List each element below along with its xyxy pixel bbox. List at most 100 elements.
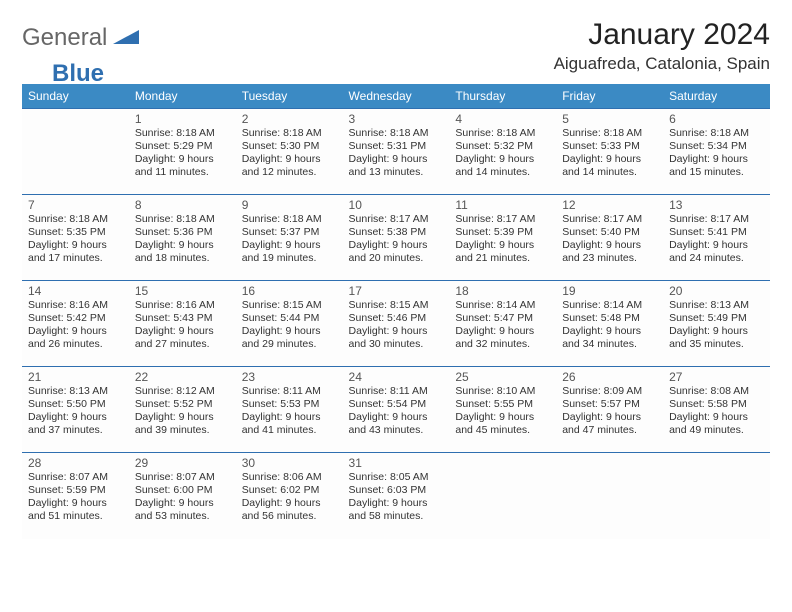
day-header-row: SundayMondayTuesdayWednesdayThursdayFrid… bbox=[22, 84, 770, 109]
day-number: 7 bbox=[28, 198, 123, 212]
sunset-text: Sunset: 5:57 PM bbox=[562, 398, 657, 411]
day-cell-13: 13Sunrise: 8:17 AMSunset: 5:41 PMDayligh… bbox=[663, 195, 770, 281]
sunset-text: Sunset: 5:50 PM bbox=[28, 398, 123, 411]
sunset-text: Sunset: 5:53 PM bbox=[242, 398, 337, 411]
daylight-text-2: and 45 minutes. bbox=[455, 424, 550, 437]
calendar-row: 28Sunrise: 8:07 AMSunset: 5:59 PM Dayligh… bbox=[22, 453, 770, 539]
daylight-text-2: and 12 minutes. bbox=[242, 166, 337, 179]
empty-cell bbox=[449, 453, 556, 539]
daylight-text-2: and 14 minutes. bbox=[562, 166, 657, 179]
day-cell-12: 12Sunrise: 8:17 AMSunset: 5:40 PMDayligh… bbox=[556, 195, 663, 281]
sunrise-text: Sunrise: 8:14 AM bbox=[562, 299, 657, 312]
daylight-text-2: and 58 minutes. bbox=[349, 510, 444, 523]
sunset-text: Sunset: 5:54 PM bbox=[349, 398, 444, 411]
daylight-text-2: and 47 minutes. bbox=[562, 424, 657, 437]
day-number: 11 bbox=[455, 198, 550, 212]
calendar-table: SundayMondayTuesdayWednesdayThursdayFrid… bbox=[22, 84, 770, 539]
day-number: 28 bbox=[28, 456, 123, 470]
sunrise-text: Sunrise: 8:18 AM bbox=[455, 127, 550, 140]
title-block: January 2024 Aiguafreda, Catalonia, Spai… bbox=[554, 18, 770, 74]
logo-text-general: General bbox=[22, 24, 107, 52]
day-cell-4: 4Sunrise: 8:18 AMSunset: 5:32 PMDaylight… bbox=[449, 109, 556, 195]
sunset-text: Sunset: 5:52 PM bbox=[135, 398, 230, 411]
day-header-saturday: Saturday bbox=[663, 84, 770, 109]
empty-cell bbox=[22, 109, 129, 195]
sunrise-text: Sunrise: 8:12 AM bbox=[135, 385, 230, 398]
sunset-text: Sunset: 5:30 PM bbox=[242, 140, 337, 153]
sunset-text: Sunset: 5:34 PM bbox=[669, 140, 764, 153]
daylight-text-1: Daylight: 9 hours bbox=[135, 153, 230, 166]
sunrise-text: Sunrise: 8:18 AM bbox=[242, 213, 337, 226]
day-number: 22 bbox=[135, 370, 230, 384]
daylight-text-2: and 14 minutes. bbox=[455, 166, 550, 179]
day-cell-20: 20Sunrise: 8:13 AMSunset: 5:49 PMDayligh… bbox=[663, 281, 770, 367]
day-number: 18 bbox=[455, 284, 550, 298]
day-cell-24: 24Sunrise: 8:11 AMSunset: 5:54 PMDayligh… bbox=[343, 367, 450, 453]
day-number: 9 bbox=[242, 198, 337, 212]
day-number: 25 bbox=[455, 370, 550, 384]
daylight-text-1: Daylight: 9 hours bbox=[349, 497, 444, 510]
sunrise-text: Sunrise: 8:18 AM bbox=[28, 213, 123, 226]
sunrise-text: Sunrise: 8:10 AM bbox=[455, 385, 550, 398]
empty-cell bbox=[556, 453, 663, 539]
daylight-text-1: Daylight: 9 hours bbox=[669, 325, 764, 338]
sunset-text: Sunset: 5:43 PM bbox=[135, 312, 230, 325]
logo-triangle-icon bbox=[113, 27, 139, 50]
day-cell-8: 8Sunrise: 8:18 AMSunset: 5:36 PMDaylight… bbox=[129, 195, 236, 281]
daylight-text-1: Daylight: 9 hours bbox=[135, 411, 230, 424]
sunrise-text: Sunrise: 8:17 AM bbox=[349, 213, 444, 226]
day-cell-19: 19Sunrise: 8:14 AMSunset: 5:48 PMDayligh… bbox=[556, 281, 663, 367]
day-cell-1: 1Sunrise: 8:18 AMSunset: 5:29 PMDaylight… bbox=[129, 109, 236, 195]
header: General January 2024 Aiguafreda, Catalon… bbox=[22, 18, 770, 74]
day-number: 30 bbox=[242, 456, 337, 470]
day-cell-17: 17Sunrise: 8:15 AMSunset: 5:46 PMDayligh… bbox=[343, 281, 450, 367]
day-cell-10: 10Sunrise: 8:17 AMSunset: 5:38 PMDayligh… bbox=[343, 195, 450, 281]
day-number: 17 bbox=[349, 284, 444, 298]
daylight-text-2: and 23 minutes. bbox=[562, 252, 657, 265]
sunset-text: Sunset: 5:59 PM bbox=[28, 484, 123, 497]
logo-text-blue: Blue bbox=[52, 60, 104, 88]
daylight-text-2: and 30 minutes. bbox=[349, 338, 444, 351]
day-number: 15 bbox=[135, 284, 230, 298]
day-number: 8 bbox=[135, 198, 230, 212]
day-number: 16 bbox=[242, 284, 337, 298]
day-cell-2: 2Sunrise: 8:18 AMSunset: 5:30 PMDaylight… bbox=[236, 109, 343, 195]
sunrise-text: Sunrise: 8:05 AM bbox=[349, 471, 444, 484]
sunrise-text: Sunrise: 8:15 AM bbox=[349, 299, 444, 312]
sunset-text: Sunset: 5:49 PM bbox=[669, 312, 764, 325]
daylight-text-1: Daylight: 9 hours bbox=[562, 153, 657, 166]
calendar-body: 1Sunrise: 8:18 AMSunset: 5:29 PMDaylight… bbox=[22, 109, 770, 539]
daylight-text-1: Daylight: 9 hours bbox=[562, 325, 657, 338]
sunrise-text: Sunrise: 8:13 AM bbox=[28, 385, 123, 398]
day-cell-5: 5Sunrise: 8:18 AMSunset: 5:33 PMDaylight… bbox=[556, 109, 663, 195]
daylight-text-2: and 35 minutes. bbox=[669, 338, 764, 351]
sunset-text: Sunset: 5:46 PM bbox=[349, 312, 444, 325]
daylight-text-1: Daylight: 9 hours bbox=[669, 153, 764, 166]
sunset-text: Sunset: 6:03 PM bbox=[349, 484, 444, 497]
sunrise-text: Sunrise: 8:07 AM bbox=[28, 471, 123, 484]
day-number: 13 bbox=[669, 198, 764, 212]
day-cell-9: 9Sunrise: 8:18 AMSunset: 5:37 PMDaylight… bbox=[236, 195, 343, 281]
day-cell-23: 23Sunrise: 8:11 AMSunset: 5:53 PMDayligh… bbox=[236, 367, 343, 453]
day-number: 24 bbox=[349, 370, 444, 384]
daylight-text-2: and 19 minutes. bbox=[242, 252, 337, 265]
sunset-text: Sunset: 5:35 PM bbox=[28, 226, 123, 239]
daylight-text-1: Daylight: 9 hours bbox=[135, 325, 230, 338]
daylight-text-1: Daylight: 9 hours bbox=[669, 239, 764, 252]
daylight-text-2: and 32 minutes. bbox=[455, 338, 550, 351]
day-header-wednesday: Wednesday bbox=[343, 84, 450, 109]
day-cell-16: 16Sunrise: 8:15 AMSunset: 5:44 PMDayligh… bbox=[236, 281, 343, 367]
daylight-text-2: and 15 minutes. bbox=[669, 166, 764, 179]
daylight-text-1: Daylight: 9 hours bbox=[242, 239, 337, 252]
daylight-text-1: Daylight: 9 hours bbox=[349, 411, 444, 424]
calendar-row: 1Sunrise: 8:18 AMSunset: 5:29 PMDaylight… bbox=[22, 109, 770, 195]
sunrise-text: Sunrise: 8:17 AM bbox=[562, 213, 657, 226]
day-number: 26 bbox=[562, 370, 657, 384]
sunrise-text: Sunrise: 8:18 AM bbox=[562, 127, 657, 140]
day-cell-27: 27Sunrise: 8:08 AMSunset: 5:58 PMDayligh… bbox=[663, 367, 770, 453]
daylight-text-2: and 13 minutes. bbox=[349, 166, 444, 179]
day-cell-18: 18Sunrise: 8:14 AMSunset: 5:47 PMDayligh… bbox=[449, 281, 556, 367]
day-number: 27 bbox=[669, 370, 764, 384]
day-header-thursday: Thursday bbox=[449, 84, 556, 109]
calendar-row: 7Sunrise: 8:18 AMSunset: 5:35 PMDaylight… bbox=[22, 195, 770, 281]
